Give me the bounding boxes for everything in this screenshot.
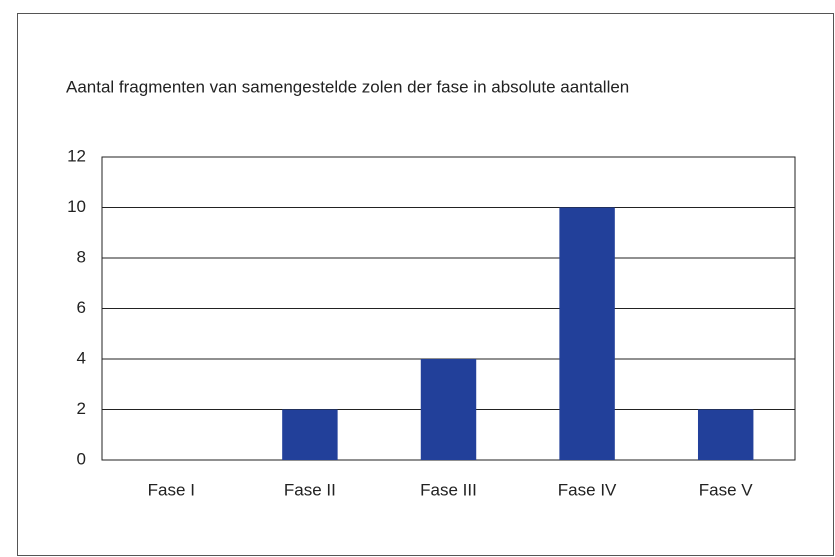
x-tick-label: Fase II [284, 480, 336, 499]
y-tick-label: 10 [67, 197, 86, 216]
y-tick-label: 6 [77, 298, 86, 317]
x-tick-label: Fase V [699, 480, 754, 499]
y-tick-label: 0 [77, 449, 86, 468]
y-tick-label: 8 [77, 247, 86, 266]
outer-frame [17, 13, 834, 556]
chart-title: Aantal fragmenten van samengestelde zole… [66, 77, 629, 96]
y-tick-label: 2 [77, 399, 86, 418]
bar [697, 409, 754, 460]
bar [420, 359, 477, 460]
y-tick-label: 12 [67, 146, 86, 165]
x-tick-label: Fase III [420, 480, 477, 499]
x-tick-label: Fase I [148, 480, 195, 499]
bar [559, 207, 615, 460]
bar [282, 409, 338, 460]
y-tick-label: 4 [77, 348, 86, 367]
x-tick-label: Fase IV [558, 480, 617, 499]
